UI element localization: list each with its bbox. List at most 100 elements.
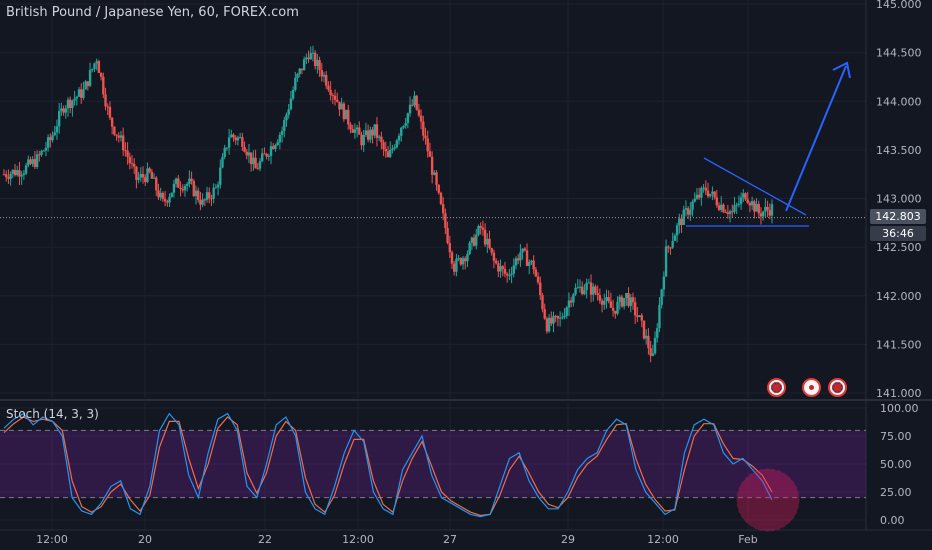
candle: [558, 311, 562, 327]
candle: [108, 101, 112, 121]
candle-body: [711, 191, 714, 194]
candle: [283, 116, 286, 138]
price-tick-label: 143.500: [876, 144, 922, 157]
candle: [137, 171, 140, 184]
candle: [24, 162, 28, 176]
candle-body: [99, 72, 103, 77]
candle-body: [404, 122, 407, 126]
candle-body: [203, 199, 207, 201]
candle: [649, 340, 652, 363]
candle-body: [565, 307, 568, 316]
candle: [691, 199, 694, 217]
candle: [446, 221, 449, 245]
candle: [733, 196, 736, 215]
candle: [106, 103, 109, 116]
uk-flag-icon[interactable]: [767, 378, 786, 397]
candle: [53, 125, 56, 137]
arrow-head: [832, 61, 851, 79]
candle-body: [558, 317, 562, 319]
candle: [594, 284, 597, 296]
candle: [435, 170, 438, 191]
candle-body: [625, 293, 628, 299]
candle-body: [671, 240, 674, 248]
candle: [69, 96, 72, 114]
candle: [382, 139, 385, 157]
candle-body: [119, 135, 123, 138]
candle: [622, 297, 626, 310]
candle-body: [428, 151, 432, 157]
candle: [426, 130, 429, 158]
candle-body: [746, 199, 749, 203]
countdown-label: 36:46: [870, 226, 926, 241]
time-tick-label: 22: [258, 533, 272, 546]
candle-body: [104, 94, 107, 107]
candle-body: [585, 282, 588, 291]
candle: [197, 187, 200, 203]
candle: [349, 122, 352, 134]
candles: [2, 45, 774, 363]
candle: [583, 284, 586, 296]
candle: [110, 117, 114, 135]
japan-flag-icon[interactable]: [802, 378, 821, 397]
candle-body: [466, 253, 469, 262]
candle-body: [5, 174, 8, 178]
candle-body: [728, 211, 732, 215]
candle-body: [302, 59, 306, 71]
candle-body: [488, 238, 491, 248]
candle: [331, 92, 335, 105]
candle-body: [753, 201, 756, 212]
candle-body: [16, 170, 19, 176]
candle-body: [185, 184, 189, 187]
stoch-tick-label: 0.00: [880, 514, 905, 527]
candle: [598, 288, 602, 304]
candle-body: [263, 153, 266, 155]
candle-body: [168, 197, 171, 203]
candle: [404, 117, 407, 129]
candle: [609, 292, 613, 308]
candle-body: [682, 209, 685, 225]
candle-body: [422, 121, 425, 136]
candle: [706, 182, 710, 199]
candle-body: [126, 150, 129, 157]
candle: [510, 266, 513, 284]
candle-body: [572, 294, 575, 303]
candle: [521, 248, 524, 260]
candle-body: [636, 315, 639, 318]
candle-body: [662, 276, 666, 290]
candle: [753, 199, 756, 219]
candle-body: [46, 137, 50, 148]
candle: [750, 196, 754, 210]
candle: [678, 213, 681, 234]
candle: [119, 130, 123, 142]
candle-body: [33, 159, 37, 167]
candle-body: [649, 348, 652, 356]
candle: [662, 271, 666, 297]
stoch-pane: [0, 412, 866, 532]
candle-body: [684, 208, 688, 210]
candle-body: [651, 353, 655, 356]
candle: [503, 261, 507, 278]
candle-body: [232, 134, 235, 138]
candle: [384, 141, 387, 158]
candle: [344, 109, 348, 120]
time-tick-label: 12:00: [36, 533, 68, 546]
candle-body: [377, 136, 381, 138]
candle: [7, 169, 10, 185]
uk-flag-icon[interactable]: [828, 378, 847, 397]
candle: [130, 155, 134, 169]
candle: [77, 87, 81, 98]
candle-body: [459, 258, 463, 265]
candle: [464, 256, 467, 270]
candle-body: [66, 99, 70, 109]
candle-body: [647, 335, 650, 349]
candle-body: [9, 173, 12, 179]
candle-body: [587, 282, 591, 284]
candle-body: [7, 177, 10, 179]
candle: [62, 105, 65, 116]
candle: [210, 194, 213, 206]
candle: [300, 68, 304, 75]
candle: [422, 115, 425, 141]
candle-body: [133, 163, 136, 167]
candle: [159, 187, 162, 201]
